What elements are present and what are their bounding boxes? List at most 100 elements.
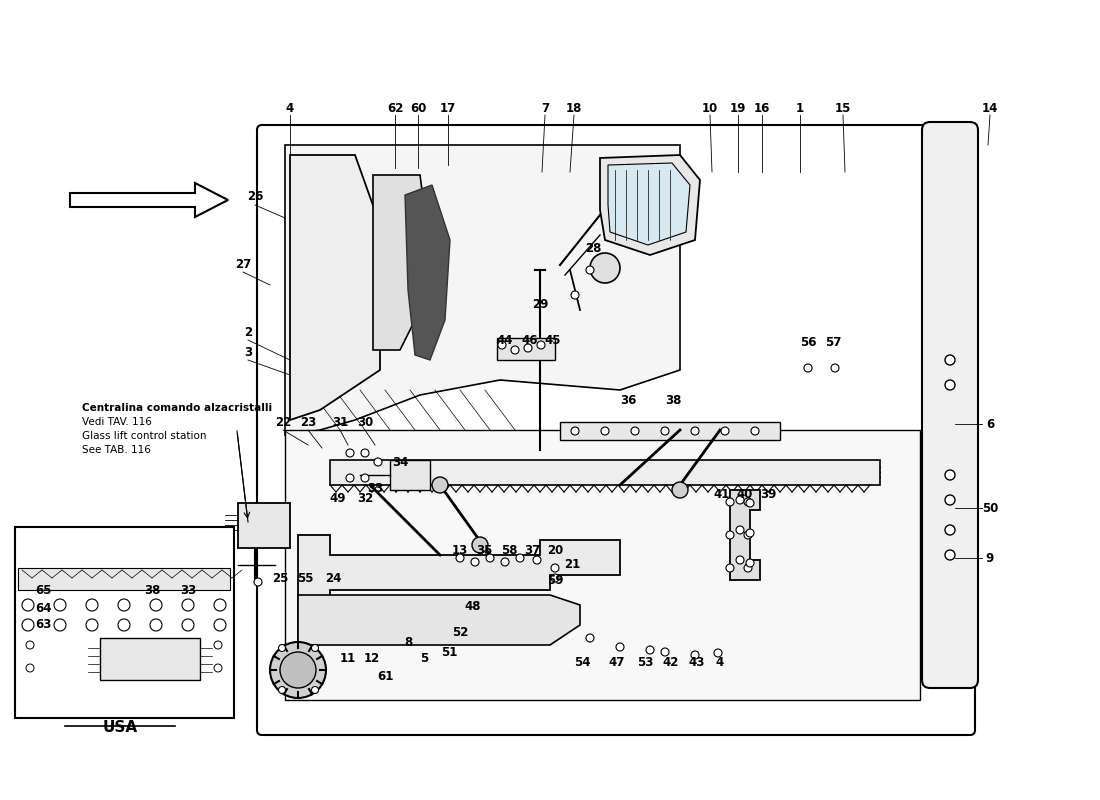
Text: 45: 45 bbox=[544, 334, 561, 346]
FancyBboxPatch shape bbox=[257, 125, 975, 735]
Circle shape bbox=[214, 664, 222, 672]
Text: 7: 7 bbox=[541, 102, 549, 114]
Text: 4: 4 bbox=[286, 102, 294, 114]
Text: 26: 26 bbox=[246, 190, 263, 203]
Circle shape bbox=[746, 559, 754, 567]
Circle shape bbox=[374, 458, 382, 466]
Text: 17: 17 bbox=[440, 102, 456, 114]
Circle shape bbox=[571, 291, 579, 299]
Text: 43: 43 bbox=[689, 657, 705, 670]
Text: 51: 51 bbox=[441, 646, 458, 658]
Polygon shape bbox=[285, 430, 920, 700]
Circle shape bbox=[182, 619, 194, 631]
Text: 12: 12 bbox=[364, 651, 381, 665]
Circle shape bbox=[516, 554, 524, 562]
Text: 27: 27 bbox=[235, 258, 251, 271]
Circle shape bbox=[432, 477, 448, 493]
Text: 15: 15 bbox=[835, 102, 851, 114]
Polygon shape bbox=[730, 490, 760, 580]
Circle shape bbox=[586, 266, 594, 274]
Text: 20: 20 bbox=[547, 543, 563, 557]
Text: 46: 46 bbox=[521, 334, 538, 346]
Circle shape bbox=[254, 578, 262, 586]
Text: 56: 56 bbox=[800, 335, 816, 349]
Text: 55: 55 bbox=[297, 571, 313, 585]
Circle shape bbox=[804, 364, 812, 372]
Circle shape bbox=[601, 427, 609, 435]
Text: 49: 49 bbox=[330, 491, 346, 505]
Circle shape bbox=[86, 599, 98, 611]
Text: 50: 50 bbox=[982, 502, 998, 514]
Text: 21: 21 bbox=[564, 558, 580, 571]
Text: 4: 4 bbox=[716, 657, 724, 670]
Text: 47: 47 bbox=[608, 657, 625, 670]
Polygon shape bbox=[298, 535, 620, 640]
Circle shape bbox=[182, 599, 194, 611]
Circle shape bbox=[118, 619, 130, 631]
Circle shape bbox=[661, 648, 669, 656]
Circle shape bbox=[720, 427, 729, 435]
Text: 63: 63 bbox=[35, 618, 52, 631]
Text: 6: 6 bbox=[986, 418, 994, 430]
Circle shape bbox=[537, 341, 544, 349]
Circle shape bbox=[945, 550, 955, 560]
Circle shape bbox=[26, 664, 34, 672]
Circle shape bbox=[590, 253, 620, 283]
FancyBboxPatch shape bbox=[922, 122, 978, 688]
Polygon shape bbox=[285, 145, 680, 435]
Text: 16: 16 bbox=[754, 102, 770, 114]
Text: 11: 11 bbox=[340, 651, 356, 665]
Circle shape bbox=[744, 564, 752, 572]
Circle shape bbox=[744, 531, 752, 539]
Circle shape bbox=[726, 498, 734, 506]
Circle shape bbox=[214, 599, 225, 611]
Text: 8: 8 bbox=[404, 637, 412, 650]
Text: 52: 52 bbox=[452, 626, 469, 638]
Circle shape bbox=[524, 344, 532, 352]
Bar bbox=[390, 460, 430, 490]
Circle shape bbox=[571, 427, 579, 435]
Circle shape bbox=[472, 537, 488, 553]
Circle shape bbox=[616, 643, 624, 651]
Bar bbox=[15, 527, 234, 718]
Circle shape bbox=[945, 525, 955, 535]
Text: 58: 58 bbox=[500, 543, 517, 557]
Circle shape bbox=[672, 482, 688, 498]
Text: Vedi TAV. 116: Vedi TAV. 116 bbox=[82, 417, 152, 427]
Circle shape bbox=[830, 364, 839, 372]
Circle shape bbox=[26, 641, 34, 649]
Text: 31: 31 bbox=[332, 415, 348, 429]
Text: 57: 57 bbox=[825, 335, 842, 349]
Circle shape bbox=[86, 619, 98, 631]
Circle shape bbox=[311, 686, 319, 694]
Text: 54: 54 bbox=[574, 657, 591, 670]
Bar bbox=[560, 422, 780, 440]
Polygon shape bbox=[600, 155, 700, 255]
Text: 36: 36 bbox=[619, 394, 636, 406]
Text: Glass lift control station: Glass lift control station bbox=[82, 431, 207, 441]
Text: 60: 60 bbox=[410, 102, 426, 114]
Circle shape bbox=[118, 599, 130, 611]
Circle shape bbox=[54, 599, 66, 611]
Circle shape bbox=[736, 556, 744, 564]
Circle shape bbox=[22, 599, 34, 611]
Text: 38: 38 bbox=[144, 583, 161, 597]
Circle shape bbox=[456, 554, 464, 562]
Circle shape bbox=[500, 558, 509, 566]
Text: 62: 62 bbox=[387, 102, 404, 114]
Text: 33: 33 bbox=[180, 583, 196, 597]
Text: 41: 41 bbox=[714, 489, 730, 502]
Text: 39: 39 bbox=[760, 489, 777, 502]
Text: 61: 61 bbox=[377, 670, 393, 682]
Circle shape bbox=[746, 529, 754, 537]
Circle shape bbox=[150, 619, 162, 631]
Text: 48: 48 bbox=[464, 601, 482, 614]
Circle shape bbox=[534, 556, 541, 564]
Circle shape bbox=[691, 651, 698, 659]
Circle shape bbox=[751, 427, 759, 435]
Circle shape bbox=[744, 498, 752, 506]
Circle shape bbox=[22, 619, 34, 631]
Circle shape bbox=[361, 449, 368, 457]
Text: 13: 13 bbox=[452, 543, 469, 557]
Circle shape bbox=[311, 645, 319, 651]
